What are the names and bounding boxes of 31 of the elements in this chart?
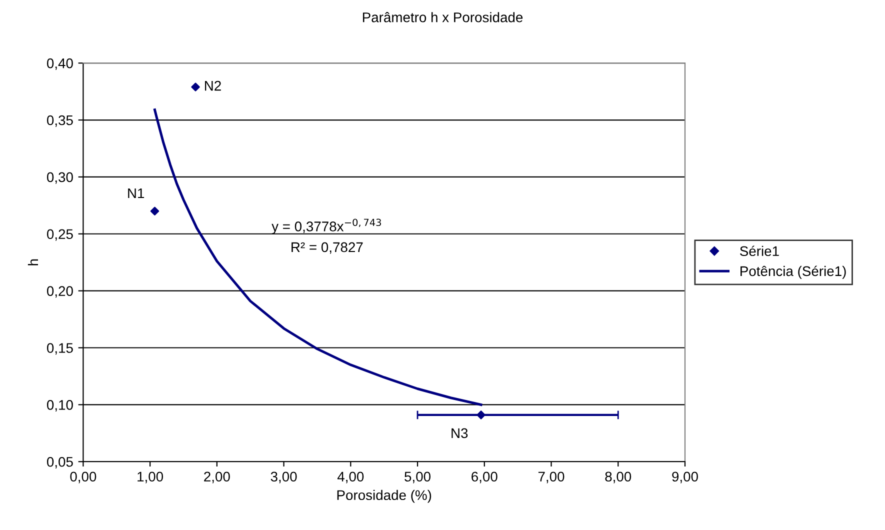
annotation: N3 [452, 428, 468, 438]
y-tick-label: 0,20 [46, 286, 73, 298]
x-tick-label: 1,00 [138, 472, 164, 484]
y-tick-label: 0,40 [46, 58, 73, 70]
x-tick-label: 4,00 [337, 472, 364, 484]
y-tick-label: 0,10 [46, 400, 73, 412]
point [191, 82, 200, 92]
line-series [153, 108, 482, 406]
x-tick-label: 9,00 [672, 472, 698, 484]
x-tick-label: 2,00 [204, 472, 230, 484]
y-tick-label: 0,35 [46, 115, 73, 127]
annotation: N1 [128, 188, 144, 198]
y-axis-title: h [28, 259, 38, 266]
x-axis-title: Porosidade (%) [337, 490, 432, 503]
y-tick-label: 0,15 [46, 343, 73, 355]
y-tick-label: 0,30 [46, 172, 73, 184]
legend-label: Potência (Série1) [740, 266, 846, 279]
y-tick-label: 0,05 [46, 456, 73, 468]
x-tick-label: 8,00 [605, 472, 632, 484]
annotation: N2 [205, 80, 221, 91]
x-tick-label: 0,00 [70, 472, 96, 484]
annotation: R² = 0,7827 [292, 242, 363, 254]
x-tick-label: 7,00 [538, 472, 564, 484]
x-tick-label: 3,00 [270, 472, 297, 484]
point [150, 206, 160, 216]
y-tick-label: 0,25 [46, 229, 73, 241]
annotation: y = 0,3778x$^{−0,743}$ [272, 218, 381, 234]
legend-label: Série1 [740, 246, 779, 256]
x-tick-label: 6,00 [472, 472, 498, 484]
x-tick-label: 5,00 [404, 472, 430, 484]
chart-title: Parâmetro h x Porosidade [362, 12, 523, 22]
